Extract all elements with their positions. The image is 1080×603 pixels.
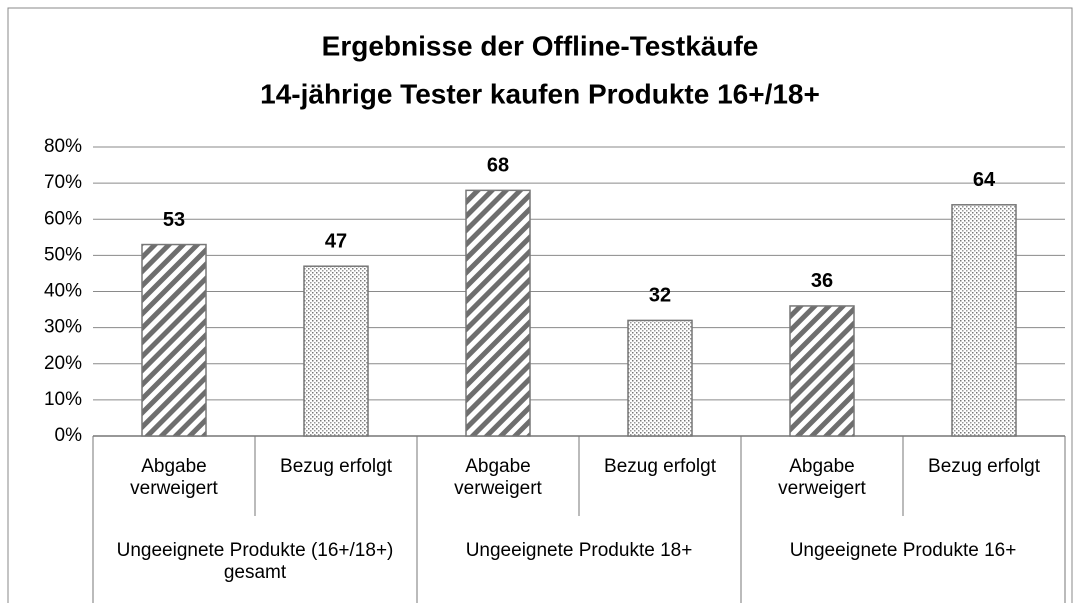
data-label: 36 <box>811 270 833 292</box>
bar <box>627 319 693 437</box>
y-tick-label: 80% <box>44 136 82 157</box>
y-tick-label: 40% <box>44 281 82 302</box>
x-tick-label: Abgabe verweigert <box>130 456 218 499</box>
y-tick-label: 60% <box>44 208 82 229</box>
bar <box>789 305 855 437</box>
group-label: Ungeeignete Produkte (16+/18+) gesamt <box>116 540 394 583</box>
chart-subtitle: 14-jährige Tester kaufen Produkte 16+/18… <box>260 78 820 109</box>
y-tick-label: 70% <box>44 172 82 193</box>
group-label: Ungeeignete Produkte 16+ <box>789 540 1017 561</box>
data-label: 68 <box>487 155 509 177</box>
data-label: 64 <box>973 169 996 191</box>
bar <box>951 204 1017 437</box>
bar <box>303 265 369 437</box>
y-tick-label: 30% <box>44 317 82 338</box>
x-tick-label: Bezug erfolgt <box>280 456 392 477</box>
x-tick-label: Bezug erfolgt <box>604 456 716 477</box>
group-label: Ungeeignete Produkte 18+ <box>465 540 693 561</box>
x-tick-label: Abgabe verweigert <box>778 456 866 499</box>
x-tick-label: Abgabe verweigert <box>454 456 542 499</box>
y-tick-label: 10% <box>44 389 82 410</box>
x-tick-label: Bezug erfolgt <box>928 456 1040 477</box>
chart-title: Ergebnisse der Offline-Testkäufe <box>322 30 759 61</box>
data-label: 32 <box>649 285 671 307</box>
data-label: 53 <box>163 209 185 231</box>
bar <box>465 189 531 437</box>
y-tick-label: 0% <box>55 425 83 446</box>
chart-border <box>7 7 1073 603</box>
bar <box>141 243 207 437</box>
y-tick-label: 50% <box>44 244 82 265</box>
y-tick-label: 20% <box>44 353 82 374</box>
data-label: 47 <box>325 230 347 252</box>
